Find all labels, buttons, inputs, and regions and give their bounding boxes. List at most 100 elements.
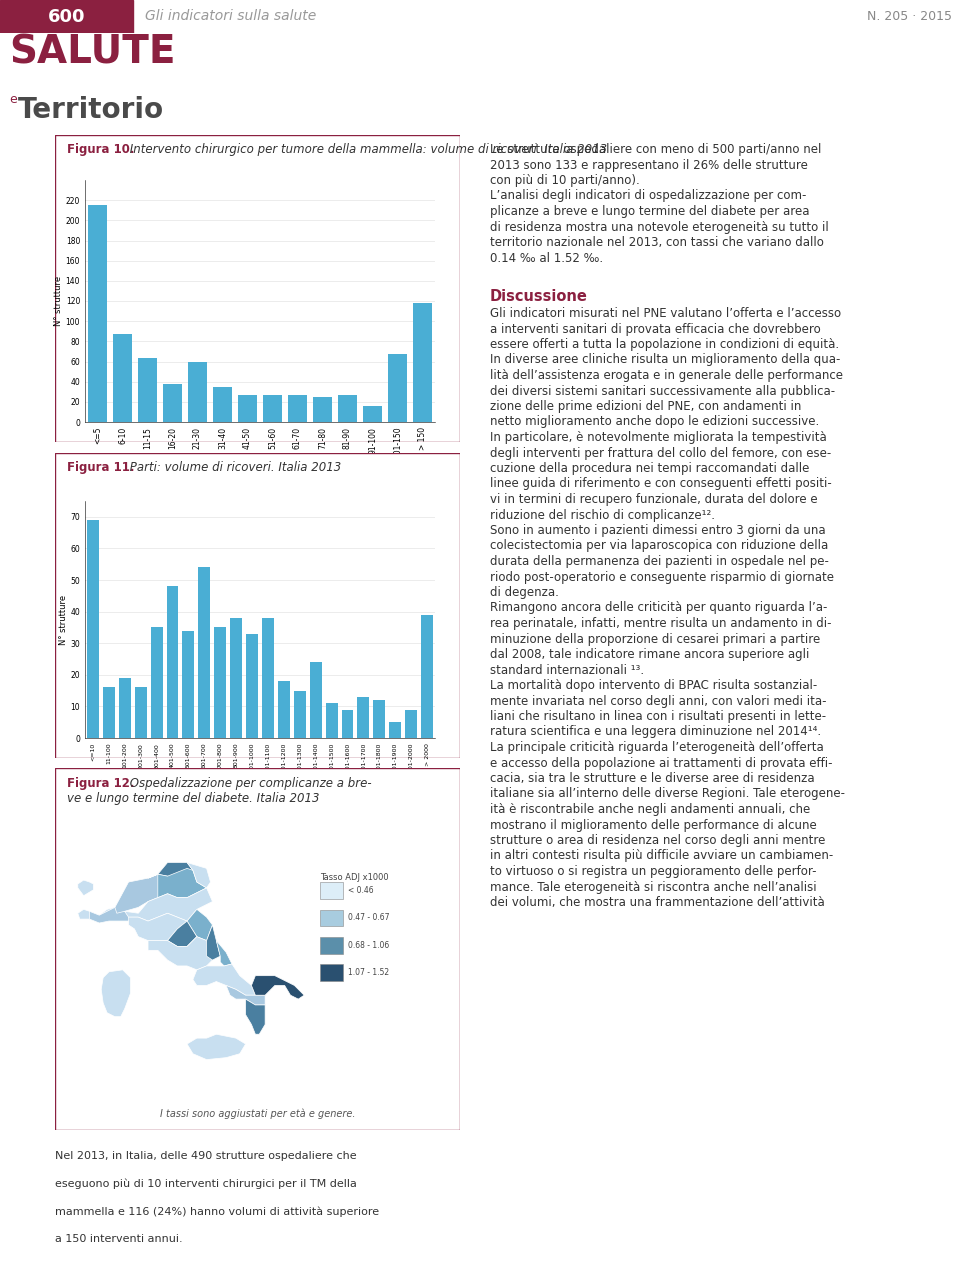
Text: degli interventi per frattura del collo del femore, con ese-: degli interventi per frattura del collo … [490, 447, 831, 459]
Bar [199, 567, 210, 739]
Y-axis label: N° strutture: N° strutture [54, 275, 62, 326]
Text: Gli indicatori sulla salute: Gli indicatori sulla salute [145, 9, 316, 24]
Text: La principale criticità riguarda l’eterogeneità dell’offerta: La principale criticità riguarda l’etero… [490, 741, 824, 754]
Polygon shape [101, 970, 131, 1016]
Text: standard internazionali ¹³.: standard internazionali ¹³. [490, 664, 644, 676]
Polygon shape [193, 964, 255, 995]
Text: mostrano il miglioramento delle performance di alcune: mostrano il miglioramento delle performa… [490, 819, 817, 831]
Text: cacia, sia tra le strutture e le diverse aree di residenza: cacia, sia tra le strutture e le diverse… [490, 772, 815, 786]
Text: N. 205 · 2015: N. 205 · 2015 [867, 10, 952, 23]
Text: Ospedalizzazione per complicanze a bre-: Ospedalizzazione per complicanze a bre- [126, 777, 372, 791]
Bar [263, 395, 282, 423]
Bar [320, 910, 343, 926]
Polygon shape [78, 907, 117, 923]
Text: lità dell’assistenza erogata e in generale delle performance: lità dell’assistenza erogata e in genera… [490, 369, 843, 382]
Bar [182, 631, 194, 739]
Polygon shape [187, 910, 212, 940]
Text: Figura 10.: Figura 10. [67, 142, 134, 156]
Text: Nel 2013, in Italia, delle 490 strutture ospedaliere che: Nel 2013, in Italia, delle 490 strutture… [55, 1151, 356, 1161]
Text: I tassi sono aggiustati per età e genere.: I tassi sono aggiustati per età e genere… [159, 1109, 355, 1119]
Polygon shape [187, 1034, 246, 1060]
Bar [310, 662, 322, 739]
Bar [320, 882, 343, 900]
Text: SALUTE: SALUTE [10, 33, 176, 71]
Bar [246, 633, 258, 739]
Text: durata della permanenza dei pazienti in ospedale nel pe-: durata della permanenza dei pazienti in … [490, 555, 828, 569]
Polygon shape [252, 976, 304, 999]
Y-axis label: N° strutture: N° strutture [59, 594, 67, 645]
FancyBboxPatch shape [55, 453, 460, 758]
Text: liani che risultano in linea con i risultati presenti in lette-: liani che risultano in linea con i risul… [490, 709, 827, 723]
Polygon shape [206, 925, 220, 961]
Bar [88, 206, 107, 423]
Text: In diverse aree cliniche risulta un miglioramento della qua-: In diverse aree cliniche risulta un migl… [490, 354, 840, 367]
Text: 600: 600 [48, 8, 85, 25]
Bar [113, 334, 132, 423]
Text: dei volumi, che mostra una frammentazione dell’attività: dei volumi, che mostra una frammentazion… [490, 896, 825, 909]
Bar [134, 688, 147, 739]
Text: riodo post-operatorio e conseguente risparmio di giornate: riodo post-operatorio e conseguente risp… [490, 571, 834, 584]
Bar [342, 709, 353, 739]
Text: Territorio: Territorio [18, 96, 164, 124]
Bar [357, 697, 370, 739]
Text: essere offerti a tutta la popolazione in condizioni di equità.: essere offerti a tutta la popolazione in… [490, 338, 839, 352]
Polygon shape [125, 888, 212, 921]
Bar [166, 586, 179, 739]
Bar [163, 383, 181, 423]
Text: riduzione del rischio di complicanze¹².: riduzione del rischio di complicanze¹². [490, 509, 715, 522]
Bar [288, 395, 307, 423]
Bar [262, 618, 274, 739]
Text: Figura 12.: Figura 12. [67, 777, 134, 791]
Polygon shape [157, 868, 206, 897]
Text: to virtuoso o si registra un peggioramento delle perfor-: to virtuoso o si registra un peggioramen… [490, 865, 817, 878]
Text: ve e lungo termine del diabete. Italia 2013: ve e lungo termine del diabete. Italia 2… [67, 792, 320, 805]
Text: strutture o area di residenza nel corso degli anni mentre: strutture o area di residenza nel corso … [490, 834, 826, 846]
Text: minuzione della proporzione di cesarei primari a partire: minuzione della proporzione di cesarei p… [490, 632, 820, 646]
Polygon shape [227, 986, 265, 1005]
Bar [294, 690, 305, 739]
Text: linee guida di riferimento e con conseguenti effetti positi-: linee guida di riferimento e con consegu… [490, 477, 831, 491]
Text: Le strutture ospedaliere con meno di 500 parti/anno nel: Le strutture ospedaliere con meno di 500… [490, 143, 822, 156]
Text: in altri contesti risulta più difficile avviare un cambiamen-: in altri contesti risulta più difficile … [490, 849, 833, 863]
Bar [320, 964, 343, 981]
Text: di residenza mostra una notevole eterogeneità su tutto il: di residenza mostra una notevole eteroge… [490, 221, 828, 233]
Bar [421, 614, 433, 739]
Text: Sono in aumento i pazienti dimessi entro 3 giorni da una: Sono in aumento i pazienti dimessi entro… [490, 524, 826, 537]
Text: Intervento chirurgico per tumore della mammella: volume di ricoveri. Italia 2013: Intervento chirurgico per tumore della m… [126, 142, 607, 156]
Bar [338, 395, 357, 423]
Text: e accesso della popolazione ai trattamenti di provata effi-: e accesso della popolazione ai trattamen… [490, 756, 832, 769]
Polygon shape [246, 999, 265, 1034]
Bar [103, 688, 115, 739]
Bar [313, 397, 332, 423]
Text: 0.14 ‰ al 1.52 ‰.: 0.14 ‰ al 1.52 ‰. [490, 251, 603, 264]
Text: dei diversi sistemi sanitari successivamente alla pubblica-: dei diversi sistemi sanitari successivam… [490, 385, 835, 397]
Bar [405, 709, 417, 739]
Polygon shape [148, 937, 212, 970]
FancyBboxPatch shape [55, 768, 460, 1129]
X-axis label: Classi di volume: Classi di volume [226, 463, 295, 472]
Text: La mortalità dopo intervento di BPAC risulta sostanzial-: La mortalità dopo intervento di BPAC ris… [490, 679, 817, 692]
Bar [87, 520, 99, 739]
Polygon shape [148, 863, 193, 878]
X-axis label: Classi di volume: Classi di volume [226, 780, 295, 789]
Text: ità è riscontrabile anche negli andamenti annuali, che: ità è riscontrabile anche negli andament… [490, 803, 810, 816]
Text: 0.68 - 1.06: 0.68 - 1.06 [348, 940, 390, 949]
Bar [277, 681, 290, 739]
Text: 0.47 - 0.67: 0.47 - 0.67 [348, 914, 390, 923]
Text: Parti: volume di ricoveri. Italia 2013: Parti: volume di ricoveri. Italia 2013 [126, 461, 341, 473]
Polygon shape [187, 863, 210, 888]
Bar [0, 0, 133, 33]
Bar [188, 362, 206, 423]
Text: Gli indicatori misurati nel PNE valutano l’offerta e l’accesso: Gli indicatori misurati nel PNE valutano… [490, 307, 841, 320]
Text: vi in termini di recupero funzionale, durata del dolore e: vi in termini di recupero funzionale, du… [490, 492, 818, 506]
Text: cuzione della procedura nei tempi raccomandati dalle: cuzione della procedura nei tempi raccom… [490, 462, 809, 475]
Text: Figura 11.: Figura 11. [67, 461, 134, 473]
Text: < 0.46: < 0.46 [348, 886, 374, 895]
Text: con più di 10 parti/anno).: con più di 10 parti/anno). [490, 174, 639, 187]
Text: In particolare, è notevolmente migliorata la tempestività: In particolare, è notevolmente migliorat… [490, 431, 827, 444]
Bar [388, 354, 407, 423]
Text: a 150 interventi annui.: a 150 interventi annui. [55, 1233, 182, 1244]
Bar [320, 937, 343, 954]
Text: mance. Tale eterogeneità si riscontra anche nell’analisi: mance. Tale eterogeneità si riscontra an… [490, 881, 817, 893]
Text: Rimangono ancora delle criticità per quanto riguarda l’a-: Rimangono ancora delle criticità per qua… [490, 602, 828, 614]
